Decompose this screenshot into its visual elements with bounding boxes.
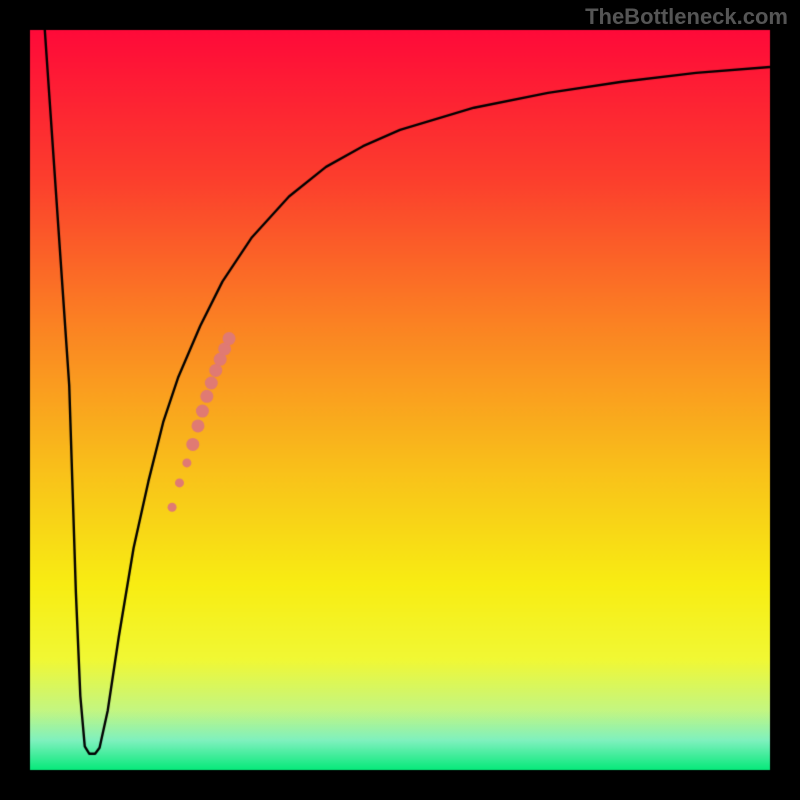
bottleneck-curve-chart: [0, 0, 800, 800]
watermark-label: TheBottleneck.com: [585, 4, 788, 30]
chart-root: TheBottleneck.com: [0, 0, 800, 800]
